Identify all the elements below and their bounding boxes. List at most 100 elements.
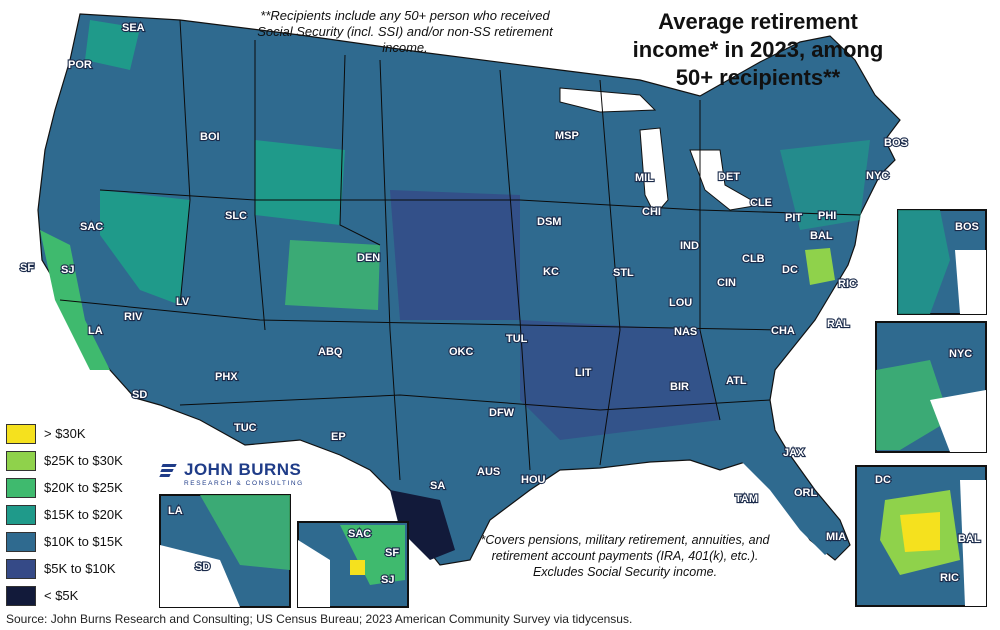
city-label-ind: IND xyxy=(680,240,699,252)
city-label-kc: KC xyxy=(543,266,559,278)
nevada-region xyxy=(100,190,190,305)
city-label-okc: OKC xyxy=(449,346,474,358)
legend-label: $15K to $20K xyxy=(44,507,123,522)
legend-label: < $5K xyxy=(44,588,79,603)
city-label-inset-sf: SF xyxy=(385,547,399,559)
legend-item: > $30K xyxy=(6,420,166,447)
logo-name: JOHN BURNS xyxy=(184,460,302,479)
city-label-msp: MSP xyxy=(555,130,579,142)
city-label-nyc: NYC xyxy=(866,170,889,182)
city-label-inset-bal: BAL xyxy=(958,533,981,545)
city-label-tam: TAM xyxy=(735,493,758,505)
city-label-inset-bos: BOS xyxy=(955,221,979,233)
legend-swatch xyxy=(6,423,36,444)
legend-swatch xyxy=(6,585,36,606)
legend-item: $10K to $15K xyxy=(6,528,166,555)
map-title: Average retirement income* in 2023, amon… xyxy=(632,9,884,90)
logo-tagline: RESEARCH & CONSULTING xyxy=(184,480,304,487)
logo-mark-icon xyxy=(159,463,178,477)
city-label-la: LA xyxy=(88,325,103,337)
john-burns-logo: JOHN BURNS RESEARCH & CONSULTING xyxy=(159,460,304,487)
great-plains-dark xyxy=(390,190,520,320)
pacific-nw-region xyxy=(85,20,140,70)
city-label-sa: SA xyxy=(430,480,445,492)
legend-label: $20K to $25K xyxy=(44,480,123,495)
city-labels: SEA POR BOI SAC SF SJ SLC DEN LV RIV LA … xyxy=(19,21,909,544)
inset-la: LA SD xyxy=(159,494,291,608)
city-label-por: POR xyxy=(68,59,92,71)
city-label-den: DEN xyxy=(357,252,380,264)
city-label-inset-dc: DC xyxy=(875,474,891,486)
city-label-aus: AUS xyxy=(477,466,500,478)
legend-swatch xyxy=(6,450,36,471)
legend-label: $25K to $30K xyxy=(44,453,123,468)
legend-swatch xyxy=(6,477,36,498)
legend-item: $5K to $10K xyxy=(6,555,166,582)
city-label-clb: CLB xyxy=(742,253,765,265)
source-line: Source: John Burns Research and Consulti… xyxy=(6,612,633,626)
lake-huron-erie xyxy=(689,149,762,211)
city-label-sf: SF xyxy=(20,262,34,274)
west-coast-region xyxy=(40,230,110,370)
city-label-dc: DC xyxy=(782,264,798,276)
city-label-inset-sac: SAC xyxy=(348,528,371,540)
city-label-phi: PHI xyxy=(818,210,836,222)
city-label-nas: NAS xyxy=(674,326,697,338)
northeast-region xyxy=(780,140,870,230)
city-label-inset-la: LA xyxy=(168,505,183,517)
city-label-dsm: DSM xyxy=(537,216,561,228)
city-label-abq: ABQ xyxy=(318,346,343,358)
city-label-hou: HOU xyxy=(521,474,546,486)
south-dark xyxy=(520,320,720,440)
inset-boston: BOS xyxy=(897,209,987,315)
city-label-lou: LOU xyxy=(669,297,692,309)
wyoming-region xyxy=(255,140,345,225)
city-label-lit: LIT xyxy=(575,367,592,379)
city-label-ric: RIC xyxy=(838,278,857,290)
legend-item: $20K to $25K xyxy=(6,474,166,501)
south-texas-dark xyxy=(390,490,455,560)
city-label-sd: SD xyxy=(132,389,147,401)
city-label-sj: SJ xyxy=(61,264,74,276)
legend-item: < $5K xyxy=(6,582,166,609)
city-label-cin: CIN xyxy=(717,277,736,289)
city-label-cha: CHA xyxy=(771,325,795,337)
inset-nyc: NYC xyxy=(875,321,987,453)
lake-superior xyxy=(559,87,657,113)
dc-metro-hotspot xyxy=(805,248,835,285)
city-label-cle: CLE xyxy=(750,197,772,209)
state-borders xyxy=(59,19,861,481)
legend: > $30K $25K to $30K $20K to $25K $15K to… xyxy=(6,420,166,609)
city-label-det: DET xyxy=(718,171,740,183)
city-label-phx: PHX xyxy=(215,371,238,383)
city-label-stl: STL xyxy=(613,267,634,279)
city-label-boi: BOI xyxy=(200,131,220,143)
city-label-tuc: TUC xyxy=(234,422,257,434)
city-label-jax: JAX xyxy=(783,447,805,459)
city-label-orl: ORL xyxy=(794,487,818,499)
legend-item: $15K to $20K xyxy=(6,501,166,528)
city-label-pit: PIT xyxy=(785,212,802,224)
city-label-riv: RIV xyxy=(124,311,143,323)
city-label-sea: SEA xyxy=(122,22,145,34)
colorado-region xyxy=(285,240,380,310)
city-label-bos: BOS xyxy=(884,137,908,149)
city-label-mil: MIL xyxy=(635,172,654,184)
city-label-mia: MIA xyxy=(826,531,846,543)
legend-item: $25K to $30K xyxy=(6,447,166,474)
florida-region xyxy=(740,460,845,555)
city-label-atl: ATL xyxy=(726,375,747,387)
city-label-bal: BAL xyxy=(810,230,833,242)
city-label-sac: SAC xyxy=(80,221,103,233)
city-label-inset-sd: SD xyxy=(195,561,210,573)
inset-dc: DC BAL RIC xyxy=(855,465,987,607)
city-label-dfw: DFW xyxy=(489,407,515,419)
legend-label: > $30K xyxy=(44,426,86,441)
city-label-tul: TUL xyxy=(506,333,528,345)
city-label-chi: CHI xyxy=(642,206,661,218)
legend-swatch xyxy=(6,504,36,525)
city-label-ep: EP xyxy=(331,431,346,443)
recipients-note: **Recipients include any 50+ person who … xyxy=(257,8,553,55)
legend-swatch xyxy=(6,531,36,552)
